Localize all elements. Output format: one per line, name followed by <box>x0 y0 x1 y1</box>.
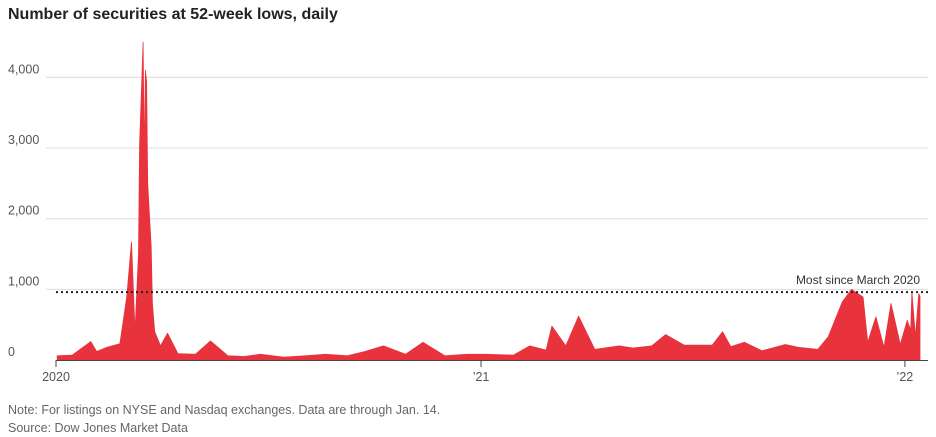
y-axis: 0 1,000 2,000 3,000 4,000 <box>8 62 39 359</box>
chart-source: Source: Dow Jones Market Data <box>8 421 188 435</box>
x-axis: 2020 ’21 ’22 <box>42 360 928 384</box>
x-tick-label: 2020 <box>42 370 70 384</box>
area-series-path <box>56 41 921 361</box>
chart-plot-area: Most since March 2020 2020 ’21 ’22 0 1,000 2… <box>8 41 928 384</box>
y-tick-label: 1,000 <box>8 274 39 288</box>
y-tick-label: 4,000 <box>8 62 39 76</box>
y-tick-label: 0 <box>8 345 15 359</box>
gridlines <box>46 76 928 290</box>
chart-note: Note: For listings on NYSE and Nasdaq ex… <box>8 403 441 417</box>
chart-title: Number of securities at 52-week lows, da… <box>8 6 338 23</box>
x-tick-label: ’21 <box>473 370 490 384</box>
y-tick-label: 2,000 <box>8 204 39 218</box>
x-tick-label: ’22 <box>897 370 914 384</box>
y-tick-label: 3,000 <box>8 133 39 147</box>
reference-line-group: Most since March 2020 <box>56 273 928 294</box>
reference-line-label: Most since March 2020 <box>796 273 920 287</box>
area-series <box>56 41 921 361</box>
